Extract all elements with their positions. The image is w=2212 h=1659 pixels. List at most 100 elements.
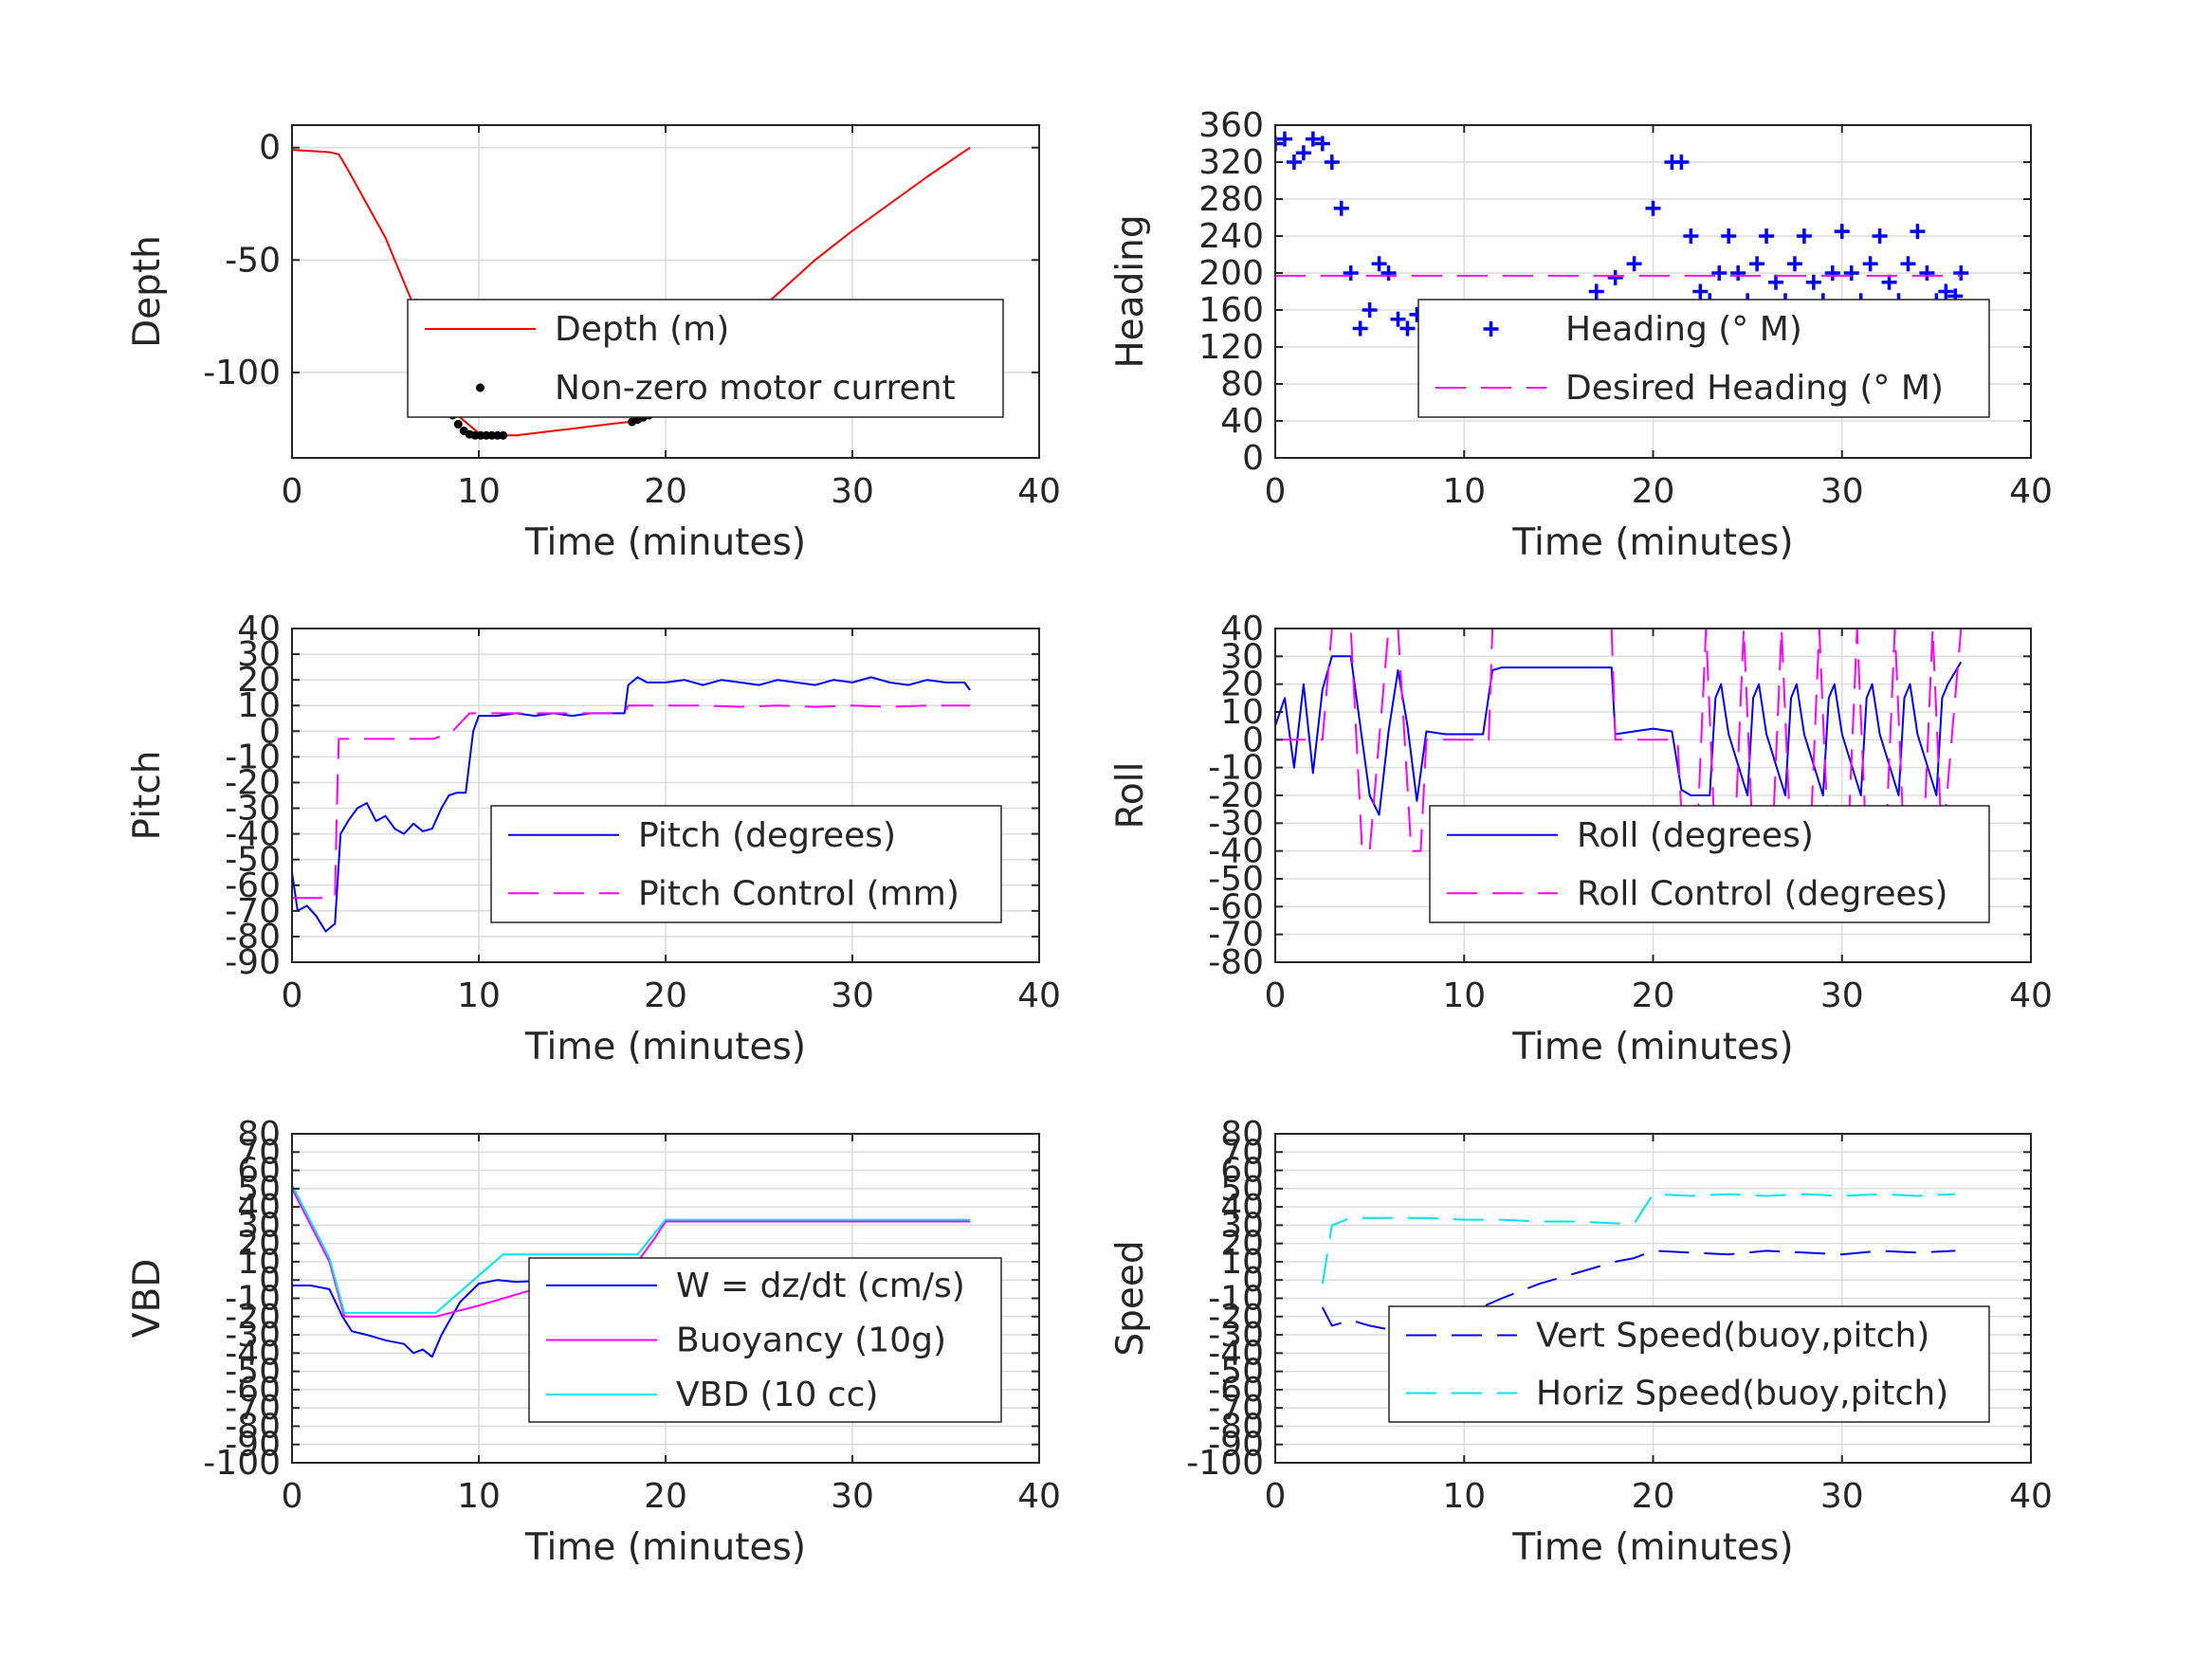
y-axis-label: VBD [126,1259,169,1338]
series-heading-m-point [1843,265,1859,281]
y-tick-label: 160 [1198,291,1264,330]
series-heading-m-point [1786,256,1802,272]
legend: Depth (m) Non-zero motor current [407,299,1004,418]
y-tick-label: -80 [225,1407,281,1446]
series-pitch-degrees-line [292,676,971,933]
y-tick-label: 0 [1242,1261,1264,1300]
y-tick-label: 0 [259,1261,281,1300]
x-tick-label: 10 [457,472,501,511]
y-tick-label: 40 [1220,610,1264,648]
x-tick-label: 0 [1265,472,1287,511]
series-heading-m-point [1626,256,1642,272]
x-tick-label: 30 [831,472,874,511]
x-tick-label: 20 [1632,1477,1675,1516]
x-tick-label: 10 [1442,1477,1486,1516]
y-tick-label: 0 [1242,439,1264,478]
legend-label: Buoyancy (10g) [676,1322,946,1360]
chart-vbd: 0 10 20 30 4080706050403020100-10-20-30-40-5… [126,1115,1061,1569]
y-tick-label: 80 [237,1115,281,1154]
y-tick-label: 200 [1198,254,1264,293]
series-heading-m-point [1805,274,1821,290]
y-tick-label: 0 [259,129,281,168]
legend-box [490,805,1002,923]
legend-label: Horiz Speed(buoy,pitch) [1536,1375,1948,1413]
y-tick-label: -80 [1208,943,1264,982]
chart-roll: 0 10 20 30 40403020100-10-20-30-40-50-60-70-… [1109,610,2053,1068]
legend: Vert Speed(buoy,pitch) Horiz Speed(buoy,p… [1388,1305,1990,1423]
y-tick-label: -50 [225,241,281,280]
y-tick-label: 10 [237,686,281,725]
x-tick-label: 0 [282,472,303,511]
y-tick-label: -100 [203,1444,281,1483]
series-heading-m-point [1352,320,1368,337]
y-tick-label: -30 [225,790,281,829]
legend-label: Depth (m) [555,310,729,349]
series-heading-m-point [1390,311,1406,327]
chart-heading: 0 10 20 30 4004080120160200240280320360Time … [1109,106,2053,564]
x-axis-label: Time (minutes) [1511,1526,1793,1569]
series-vbd-10-cc-line [292,1184,971,1314]
x-tick-label: 40 [2009,1477,2053,1516]
series-heading-m-point [1938,283,1954,300]
y-axis-label: Pitch [126,751,169,841]
x-tick-label: 0 [1265,1477,1287,1516]
x-tick-label: 0 [282,976,303,1015]
series-depth-m-line [292,146,971,437]
y-tick-label: -20 [1208,1298,1264,1337]
series-heading-m-point [1314,136,1330,152]
y-tick-label: 40 [1220,1188,1264,1227]
series-group [292,676,971,933]
series-heading-m-point [1380,265,1397,281]
y-tick-label: 30 [1220,637,1264,676]
y-tick-label: 240 [1198,217,1264,256]
y-tick-label: 70 [1220,1133,1264,1172]
series-heading-m-point [1834,224,1850,240]
y-tick-label: 40 [237,1188,281,1227]
legend: Pitch (degrees) Pitch Control (mm) [490,805,1002,923]
series-heading-m-point [1673,155,1690,170]
x-tick-label: 0 [282,1477,303,1516]
x-tick-label: 20 [1632,976,1675,1015]
x-axis-label: Time (minutes) [1511,521,1793,564]
series-vert-speed-buoy-pitch-line [1321,1249,1956,1333]
y-tick-label: -90 [225,1426,281,1465]
y-tick-label: 20 [237,1225,281,1264]
series-heading-m-point [1371,256,1387,272]
x-tick-label: 20 [644,976,687,1015]
series-heading-m-point [1953,265,1969,281]
y-tick-label: -70 [225,892,281,931]
x-tick-label: 30 [831,976,874,1015]
y-tick-label: -30 [225,1316,281,1355]
x-tick-label: 30 [831,1477,874,1516]
y-tick-label: -90 [225,943,281,982]
series-roll-degrees-line [1275,655,1963,816]
y-tick-label: -10 [1208,749,1264,788]
y-tick-label: 50 [1220,1170,1264,1209]
x-tick-label: 40 [1017,1477,1061,1516]
series-pitch-control-mm-line [292,704,971,900]
x-tick-label: 40 [2009,472,2053,511]
y-tick-label: -60 [225,866,281,905]
x-axis-label: Time (minutes) [524,1026,806,1068]
y-tick-label: 60 [237,1152,281,1191]
y-tick-label: 30 [237,1206,281,1245]
x-tick-label: 0 [1265,976,1287,1015]
legend-marker [476,383,484,392]
x-tick-label: 30 [1820,472,1864,511]
series-heading-m-point [1768,274,1784,290]
series-heading-m-point [1286,155,1302,170]
series-heading-m-point [1683,228,1699,244]
series-buoyancy-10g-line [292,1188,971,1318]
y-tick-label: -60 [1208,1371,1264,1410]
y-tick-label: -100 [1186,1444,1264,1483]
y-axis-label: Speed [1109,1240,1152,1356]
legend: Heading (° M) Desired Heading (° M) [1417,299,1990,418]
series-heading-m-point [1645,200,1661,216]
series-heading-m-point [1749,256,1765,272]
y-tick-label: -70 [1208,1389,1264,1428]
y-tick-label: 70 [237,1133,281,1172]
series-heading-m-point [1275,136,1283,152]
x-tick-label: 10 [457,1477,501,1516]
legend-box [1388,1305,1990,1423]
x-tick-label: 10 [1442,472,1486,511]
